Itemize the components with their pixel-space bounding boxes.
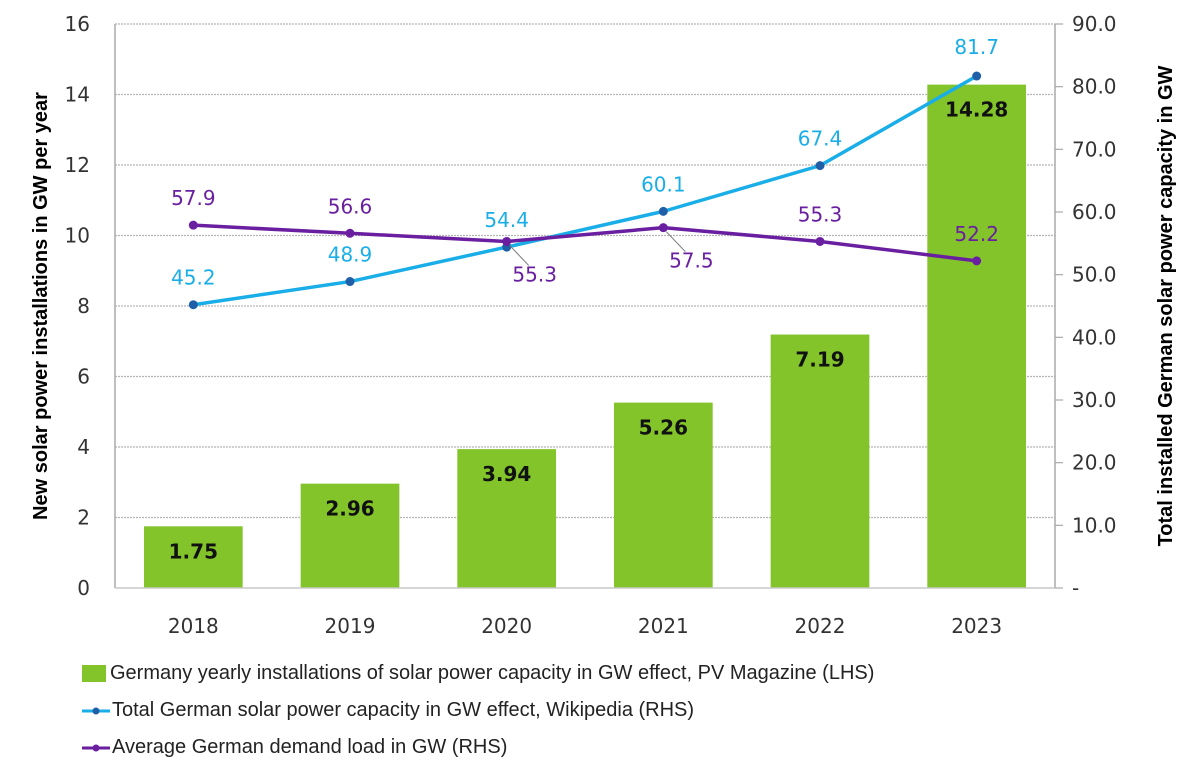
bar-data-label: 14.28 — [945, 98, 1008, 122]
legend-label: Average German demand load in GW (RHS) — [112, 736, 508, 758]
line-marker — [658, 206, 668, 216]
y-tick-label-left: 10 — [65, 224, 90, 248]
bar — [927, 84, 1027, 588]
line-series: 45.2 48.9 54.4 60.1 67.4 81.7 57.9 56.6 55.3 57.5… — [171, 35, 999, 310]
line-marker — [972, 256, 982, 266]
y-tick-label-left: 14 — [65, 83, 90, 107]
line-marker — [815, 236, 825, 246]
x-tick-label: 2021 — [638, 614, 689, 638]
line-marker — [815, 161, 825, 171]
y-tick-label-right: 40.0 — [1072, 325, 1117, 349]
leader-line — [509, 245, 530, 266]
line-data-label: 54.4 — [484, 208, 529, 232]
bar — [613, 402, 713, 588]
line-data-label: 48.9 — [328, 243, 373, 267]
y-tick-label-left: 4 — [77, 435, 90, 459]
bar-data-label: 5.26 — [639, 416, 688, 440]
y-tick-label-right: 80.0 — [1072, 75, 1117, 99]
y-tick-label-right: - — [1072, 576, 1079, 600]
y-tick-label-left: 2 — [77, 506, 90, 530]
line-marker — [188, 220, 198, 230]
x-tick-label: 2019 — [325, 614, 376, 638]
bar-data-label: 7.19 — [795, 348, 844, 372]
line-data-label: 56.6 — [328, 194, 373, 218]
line-data-label: 45.2 — [171, 266, 216, 290]
legend-line-marker-icon — [82, 744, 110, 751]
y-tick-label-right: 10.0 — [1072, 513, 1117, 537]
y-tick-label-right: 60.0 — [1072, 200, 1117, 224]
y-tick-label-right: 20.0 — [1072, 451, 1117, 475]
legend-item-installations: Germany yearly installations of solar po… — [82, 655, 874, 692]
bar — [143, 526, 243, 588]
legend-line-marker-icon — [82, 707, 110, 714]
x-tick-label: 2018 — [168, 614, 219, 638]
y-tick-label-right: 30.0 — [1072, 388, 1117, 412]
series-line — [193, 74, 978, 307]
line-data-label: 67.4 — [798, 127, 843, 151]
y-tick-label-left: 16 — [65, 12, 90, 36]
y-tick-label-right: 70.0 — [1072, 137, 1117, 161]
bar — [300, 483, 400, 588]
line-marker — [658, 223, 668, 233]
y-tick-label-left: 12 — [65, 153, 90, 177]
series-line — [193, 223, 977, 263]
gridlines — [115, 23, 1055, 519]
y-tick-label-right: 50.0 — [1072, 263, 1117, 287]
y-tick-label-left: 8 — [77, 294, 90, 318]
leader-line — [665, 231, 686, 253]
y-tick-label-right: 90.0 — [1072, 12, 1117, 36]
y-axis-title-right: Total installed German solar power capac… — [1155, 65, 1177, 546]
bar-data-label: 2.96 — [325, 497, 374, 521]
x-tick-label: 2022 — [795, 614, 846, 638]
line-data-label: 57.9 — [171, 186, 216, 210]
line-data-label: 60.1 — [641, 172, 686, 196]
line-data-label: 55.3 — [512, 262, 557, 286]
bar-series: 1.75 2.96 3.94 5.26 7.19 14.28 — [143, 84, 1027, 588]
legend-item-demand-load: Average German demand load in GW (RHS) — [82, 729, 874, 766]
line-data-label: 57.5 — [669, 249, 714, 273]
line-marker — [972, 71, 982, 81]
line-marker — [345, 228, 355, 238]
bar — [770, 334, 870, 588]
x-tick-label: 2023 — [951, 614, 1002, 638]
line-marker — [502, 236, 512, 246]
line-data-label: 55.3 — [798, 202, 843, 226]
x-tick-label: 2020 — [481, 614, 532, 638]
bar-data-label: 1.75 — [169, 539, 218, 563]
legend-item-total-capacity: Total German solar power capacity in GW … — [82, 692, 874, 729]
y-tick-label-left: 0 — [77, 576, 90, 600]
bar-data-label: 3.94 — [482, 462, 531, 486]
legend-label: Germany yearly installations of solar po… — [110, 662, 875, 684]
axes: 0 2 4 6 8 10 12 14 16 - 10.0 20.0 30.0 40.0 50.0 60.0 70… — [65, 12, 1117, 638]
line-data-label: 52.2 — [954, 222, 999, 246]
legend: Germany yearly installations of solar po… — [82, 655, 874, 766]
legend-swatch-bar-icon — [82, 665, 106, 682]
line-data-label: 81.7 — [954, 35, 999, 59]
line-marker — [188, 300, 198, 310]
legend-label: Total German solar power capacity in GW … — [112, 699, 695, 721]
y-axis-title-left: New solar power installations in GW per … — [30, 92, 52, 520]
y-tick-label-left: 6 — [77, 365, 90, 389]
bar — [457, 449, 557, 588]
line-marker — [345, 277, 355, 287]
